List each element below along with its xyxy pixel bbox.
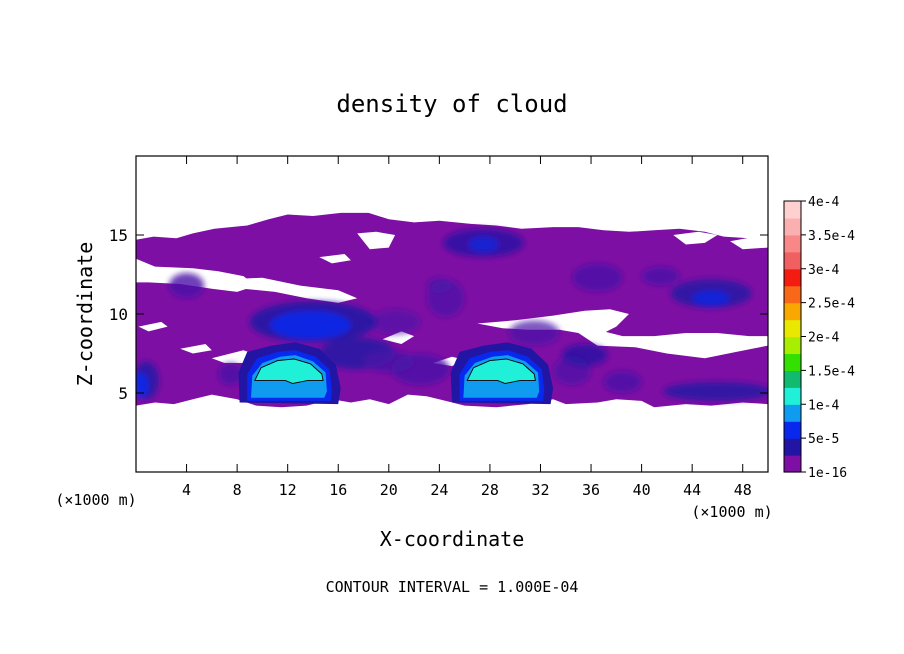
colorbar-swatch (784, 370, 801, 388)
x-tick-label: 32 (531, 481, 549, 499)
colorbar-label: 3e-4 (808, 263, 839, 278)
contour-interval-footer: CONTOUR INTERVAL = 1.000E-04 (326, 578, 579, 596)
colorbar-swatch (784, 387, 801, 405)
colorbar-swatch (784, 421, 801, 439)
clear-air-region (138, 321, 168, 332)
cloud-blob (663, 381, 768, 401)
x-axis-label: X-coordinate (380, 527, 525, 551)
colorbar-swatch (784, 438, 801, 456)
colorbar-swatch (784, 336, 801, 355)
clear-air-region (230, 277, 358, 303)
cloud-blob (603, 370, 642, 393)
clear-air-region (578, 329, 768, 359)
colorbar-label: 2e-4 (808, 331, 839, 346)
x-tick-label: 20 (380, 481, 398, 499)
colorbar-label: 4e-4 (808, 195, 839, 210)
clear-air-region (673, 231, 718, 245)
cloud-blob (561, 344, 608, 367)
x-unit-right: (×1000 m) (691, 503, 772, 521)
y-axis-label: Z-coordinate (73, 242, 97, 387)
x-tick-label: 48 (734, 481, 752, 499)
colorbar-label: 3.5e-4 (808, 229, 855, 244)
x-tick-label: 16 (329, 481, 347, 499)
colorbar-swatch (784, 234, 801, 253)
cloud-blob (641, 266, 680, 286)
cloud-blob (168, 272, 205, 299)
cloud-blob (218, 362, 244, 386)
cloud-blob (269, 310, 351, 340)
cloud-blob (692, 290, 731, 307)
colorbar-label: 1e-16 (808, 466, 847, 481)
y-tick-label: 10 (109, 305, 128, 324)
core-left-contour-line (254, 358, 324, 384)
x-axis: 4 8 12 16 20 24 28 32 36 40 44 48 (182, 156, 752, 499)
core-left-peak (254, 359, 324, 384)
colorbar-swatch (784, 217, 801, 236)
x-tick-label: 8 (233, 481, 242, 499)
plot-area (136, 156, 768, 472)
cloud-blob (468, 236, 499, 253)
y-tick-label: 15 (109, 226, 128, 245)
clear-air-region (382, 331, 415, 344)
core-right-peak (467, 359, 536, 384)
colorbar-label: 2.5e-4 (808, 297, 855, 312)
x-tick-label: 12 (279, 481, 297, 499)
x-unit-left: (×1000 m) (55, 491, 136, 509)
cloud-blob (369, 309, 421, 335)
y-axis: 5 10 15 (109, 226, 768, 403)
x-tick-label: 24 (430, 481, 448, 499)
colorbar-label: 5e-5 (808, 432, 839, 447)
core-right-contour-line (466, 358, 536, 384)
colorbar-swatch (784, 201, 801, 219)
colorbar-swatch (784, 404, 801, 422)
colorbar-swatch (784, 251, 801, 270)
colorbar-swatch (784, 268, 801, 287)
chart-title: density of cloud (336, 90, 567, 118)
colorbar-label: 1e-4 (808, 398, 839, 413)
colorbar-swatch (784, 353, 801, 371)
clear-air-region (477, 309, 629, 337)
cloud-cores (238, 342, 554, 405)
x-tick-label: 40 (633, 481, 651, 499)
cloud-blob (136, 372, 149, 398)
cloud-blob (508, 320, 560, 346)
clear-air-region (357, 231, 396, 250)
colorbar-swatch (784, 285, 801, 304)
cloud-blob (426, 277, 452, 294)
colorbar: 1e-16 5e-5 1e-4 1.5e-4 2e-4 2.5e-4 3e-4 3.5e-4 4… (783, 195, 855, 481)
colorbar-label: 1.5e-4 (808, 364, 855, 379)
x-tick-label: 4 (182, 481, 191, 499)
cloud-blob (572, 263, 623, 292)
y-tick-label: 5 (118, 384, 128, 403)
colorbar-swatch (784, 302, 801, 321)
cloud-blob (363, 350, 415, 373)
x-tick-label: 36 (582, 481, 600, 499)
colorbar-swatch (784, 455, 801, 473)
cloud-structure-group (136, 228, 768, 401)
x-tick-label: 28 (481, 481, 499, 499)
clear-air-region (319, 254, 351, 264)
x-tick-label: 44 (683, 481, 701, 499)
clear-air-region (180, 344, 212, 354)
clear-air-region (730, 236, 768, 250)
colorbar-swatch (784, 319, 801, 338)
